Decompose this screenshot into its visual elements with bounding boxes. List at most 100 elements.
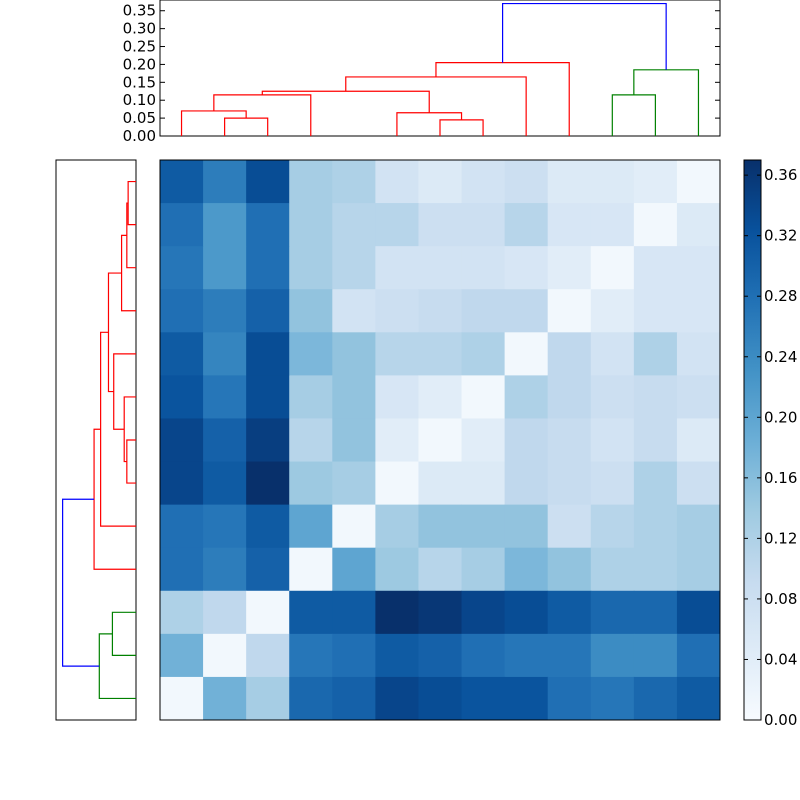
left-dendrogram-links xyxy=(62,180,136,700)
heatmap-cell xyxy=(160,676,204,721)
heatmap-cell xyxy=(418,590,463,635)
heatmap-cell xyxy=(633,332,678,376)
colorbar-tick-label: 0.12 xyxy=(764,529,797,547)
heatmap-cell xyxy=(203,375,247,419)
heatmap-cell xyxy=(203,332,247,376)
heatmap-cell xyxy=(289,160,333,204)
dendrogram-link xyxy=(126,439,136,484)
heatmap-cell xyxy=(203,203,247,247)
heatmap-cell xyxy=(289,547,333,592)
colorbar-frame xyxy=(743,159,762,721)
heatmap-cell xyxy=(332,418,376,463)
heatmap-cell xyxy=(418,461,463,506)
heatmap-cell xyxy=(332,461,376,506)
heatmap-cell xyxy=(289,289,333,333)
colorbar-tick-label: 0.20 xyxy=(764,408,797,426)
top-dendrogram-frame xyxy=(159,0,721,137)
heatmap-cell xyxy=(332,246,376,290)
y-tick-label: 0.00 xyxy=(123,127,156,145)
heatmap-cell xyxy=(160,590,204,635)
y-tick-label: 0.30 xyxy=(123,20,156,38)
dendrogram-link xyxy=(126,202,136,269)
heatmap-cell xyxy=(547,246,592,290)
heatmap-cell xyxy=(160,461,204,506)
heatmap-cell xyxy=(461,203,506,247)
heatmap-cell xyxy=(590,289,635,333)
heatmap-cell xyxy=(633,633,678,678)
heatmap-cell xyxy=(633,246,678,290)
heatmap-cell xyxy=(504,633,549,678)
heatmap-cell xyxy=(246,203,290,247)
heatmap-cell xyxy=(375,676,419,721)
heatmap-cell xyxy=(676,504,721,549)
heatmap-cell xyxy=(461,289,506,333)
heatmap-cell xyxy=(289,633,333,678)
heatmap-cell xyxy=(633,461,678,506)
heatmap-cell xyxy=(160,375,204,419)
heatmap-cell xyxy=(203,633,247,678)
heatmap-cell xyxy=(332,203,376,247)
heatmap-cell xyxy=(375,203,419,247)
heatmap-cells xyxy=(160,160,721,721)
colorbar-tick-label: 0.04 xyxy=(764,650,797,668)
top-dendrogram-y-axis: 0.000.050.100.150.200.250.300.35 xyxy=(123,2,720,145)
colorbar-tick-label: 0.36 xyxy=(764,166,797,184)
heatmap-cell xyxy=(160,418,204,463)
heatmap-cell xyxy=(332,676,376,721)
heatmap-cell xyxy=(547,418,592,463)
heatmap-cell xyxy=(375,547,419,592)
heatmap-cell xyxy=(203,676,247,721)
dendrogram-link xyxy=(62,498,100,667)
heatmap-cell xyxy=(461,246,506,290)
heatmap-cell xyxy=(461,160,506,204)
heatmap-cell xyxy=(289,461,333,506)
heatmap-panel xyxy=(159,159,721,721)
top-dendrogram-links xyxy=(180,2,700,136)
dendrogram-link xyxy=(111,611,136,656)
heatmap-cell xyxy=(461,461,506,506)
heatmap-cell xyxy=(332,547,376,592)
heatmap-cell xyxy=(504,590,549,635)
heatmap-cell xyxy=(590,590,635,635)
heatmap-cell xyxy=(375,633,419,678)
heatmap-cell xyxy=(203,160,247,204)
dendrogram-link xyxy=(261,90,430,113)
colorbar-tick-label: 0.32 xyxy=(764,227,797,245)
dendrogram-link xyxy=(123,396,136,463)
heatmap-cell xyxy=(332,590,376,635)
heatmap-frame xyxy=(159,159,721,721)
heatmap-cell xyxy=(246,332,290,376)
heatmap-cell xyxy=(504,418,549,463)
heatmap-cell xyxy=(504,332,549,376)
heatmap-cell xyxy=(676,676,721,721)
heatmap-cell xyxy=(504,504,549,549)
heatmap-cell xyxy=(418,289,463,333)
heatmap-cell xyxy=(246,676,290,721)
heatmap-cell xyxy=(289,246,333,290)
heatmap-cell xyxy=(676,418,721,463)
dendrogram-link xyxy=(633,69,700,136)
heatmap-cell xyxy=(289,676,333,721)
heatmap-cell xyxy=(332,375,376,419)
heatmap-cell xyxy=(203,289,247,333)
heatmap-cell xyxy=(676,160,721,204)
heatmap-cell xyxy=(590,375,635,419)
heatmap-cell xyxy=(332,504,376,549)
heatmap-cell xyxy=(203,246,247,290)
colorbar-tick-label: 0.16 xyxy=(764,469,797,487)
heatmap-cell xyxy=(633,590,678,635)
heatmap-cell xyxy=(160,332,204,376)
heatmap-cell xyxy=(547,590,592,635)
heatmap-cell xyxy=(633,504,678,549)
heatmap-cell xyxy=(676,203,721,247)
heatmap-cell xyxy=(418,676,463,721)
heatmap-cell xyxy=(332,633,376,678)
heatmap-cell xyxy=(375,332,419,376)
heatmap-cell xyxy=(676,461,721,506)
dendrogram-link xyxy=(345,76,527,136)
heatmap-cell xyxy=(504,246,549,290)
heatmap-cell xyxy=(375,289,419,333)
top-dendrogram-panel: 0.000.050.100.150.200.250.300.35 xyxy=(123,0,721,145)
heatmap-cell xyxy=(547,332,592,376)
